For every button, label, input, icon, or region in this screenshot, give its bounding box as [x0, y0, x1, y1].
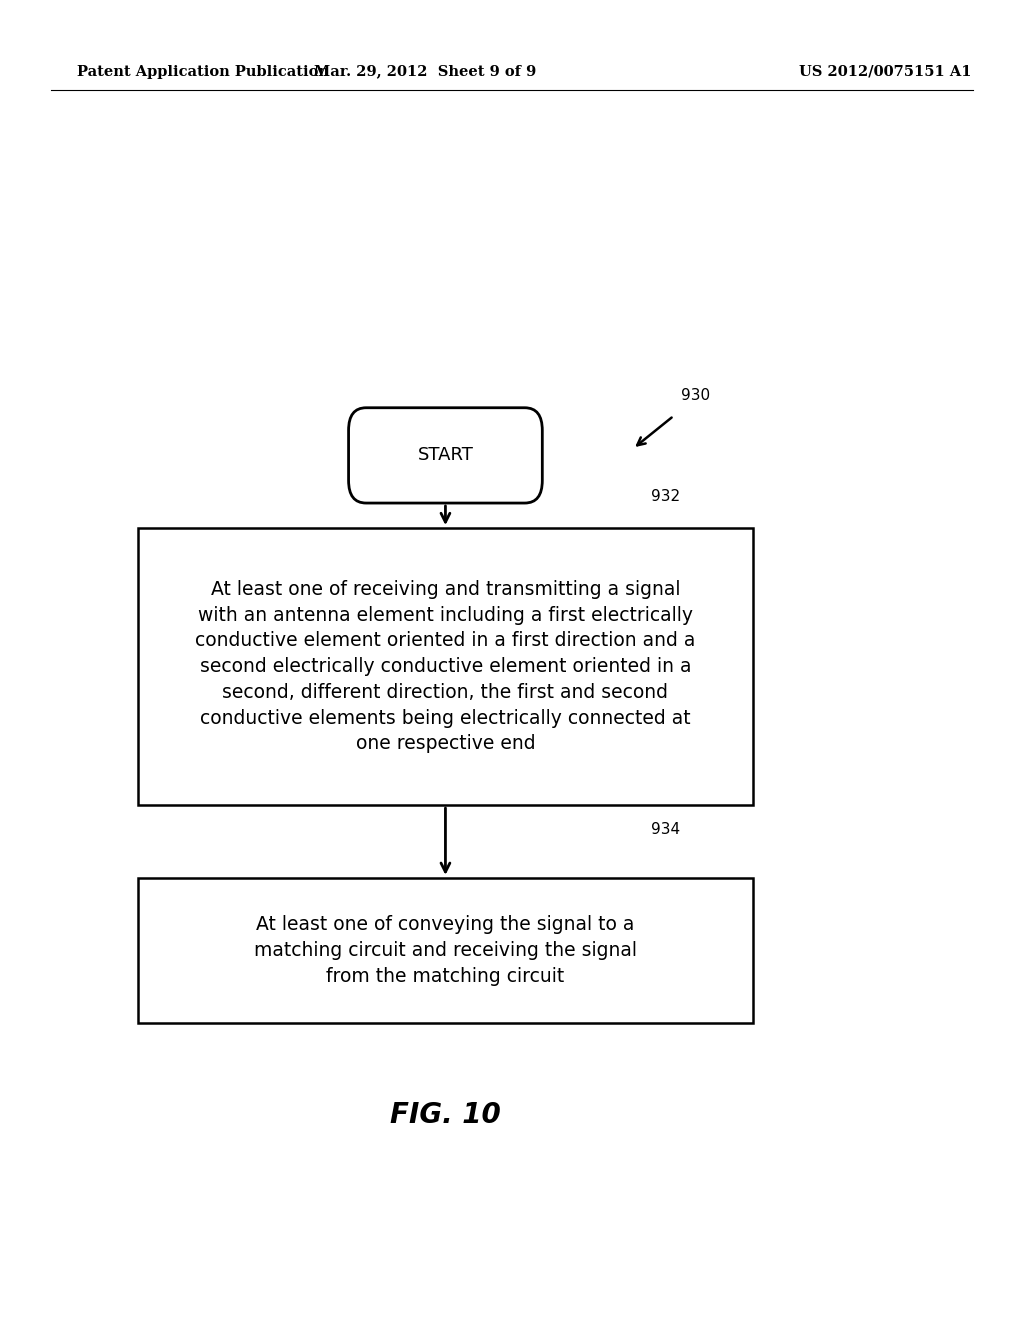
Text: 930: 930 — [681, 388, 710, 403]
Text: Mar. 29, 2012  Sheet 9 of 9: Mar. 29, 2012 Sheet 9 of 9 — [313, 65, 537, 79]
Bar — [138, 878, 753, 1023]
Text: FIG. 10: FIG. 10 — [390, 1101, 501, 1130]
Text: 932: 932 — [651, 490, 680, 504]
Text: At least one of conveying the signal to a
matching circuit and receiving the sig: At least one of conveying the signal to … — [254, 915, 637, 986]
Text: At least one of receiving and transmitting a signal
with an antenna element incl: At least one of receiving and transmitti… — [196, 579, 695, 754]
Text: US 2012/0075151 A1: US 2012/0075151 A1 — [799, 65, 971, 79]
Text: 934: 934 — [651, 822, 680, 837]
Bar — [138, 528, 753, 805]
FancyBboxPatch shape — [348, 408, 543, 503]
Text: Patent Application Publication: Patent Application Publication — [77, 65, 329, 79]
Text: START: START — [418, 446, 473, 465]
